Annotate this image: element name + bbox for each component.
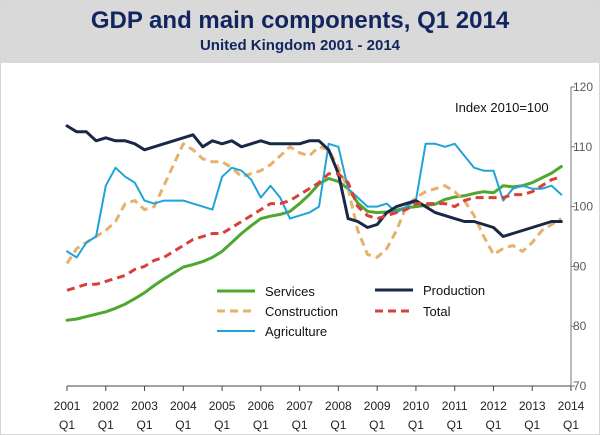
x-tick-label-year: 2013 xyxy=(519,399,546,413)
series-line-total xyxy=(66,172,562,292)
x-tick-label-quarter: Q1 xyxy=(98,418,114,432)
x-tick-label-year: 2001 xyxy=(54,399,81,413)
y-tick-label: 100 xyxy=(573,200,593,214)
legend-label-services: Services xyxy=(265,284,315,299)
x-tick-label-quarter: Q1 xyxy=(137,418,153,432)
index-annotation: Index 2010=100 xyxy=(455,100,549,115)
legend-label-agriculture: Agriculture xyxy=(265,324,327,339)
series-line-construction xyxy=(65,142,563,265)
x-tick-label-quarter: Q1 xyxy=(447,418,463,432)
x-tick-label-quarter: Q1 xyxy=(369,418,385,432)
legend-label-production: Production xyxy=(423,283,485,298)
x-tick-label-quarter: Q1 xyxy=(292,418,308,432)
legend-label-total: Total xyxy=(423,304,451,319)
x-tick-label-quarter: Q1 xyxy=(214,418,230,432)
x-tick-label-quarter: Q1 xyxy=(408,418,424,432)
x-tick-label-year: 2009 xyxy=(364,399,391,413)
x-tick-label-quarter: Q1 xyxy=(175,418,191,432)
x-tick-label-quarter: Q1 xyxy=(563,418,579,432)
x-tick-label-year: 2002 xyxy=(92,399,119,413)
x-tick-label-quarter: Q1 xyxy=(485,418,501,432)
series-lines xyxy=(65,124,563,322)
y-tick-label: 70 xyxy=(573,379,587,393)
y-tick-label: 110 xyxy=(573,140,592,154)
series-line-services xyxy=(65,165,563,322)
x-tick-label-year: 2011 xyxy=(442,399,468,413)
chart-title: GDP and main components, Q1 2014 xyxy=(90,7,510,34)
legend-label-construction: Construction xyxy=(265,304,338,319)
x-tick-label-year: 2007 xyxy=(286,399,313,413)
x-tick-label-year: 2008 xyxy=(325,399,352,413)
axes: 2001 Q1 2002 Q1 2003 Q1 2004 Q1 2005 Q1 2006 Q1 2007… xyxy=(54,80,594,432)
x-tick-label-year: 2003 xyxy=(131,399,158,413)
chart-subtitle: United Kingdom 2001 - 2014 xyxy=(199,37,401,54)
y-tick-label: 80 xyxy=(573,319,587,333)
x-tick-label-quarter: Q1 xyxy=(253,418,269,432)
x-tick-label-year: 2014 xyxy=(558,399,585,413)
x-tick-label-year: 2005 xyxy=(209,399,236,413)
x-tick-label-year: 2012 xyxy=(480,399,507,413)
legend: Services Construction Agriculture Productio… xyxy=(217,283,485,339)
x-tick-label-quarter: Q1 xyxy=(330,418,346,432)
x-tick-label-year: 2004 xyxy=(170,399,197,413)
series-line-agriculture xyxy=(66,142,563,259)
x-tick-label-quarter: Q1 xyxy=(59,418,75,432)
y-tick-label: 90 xyxy=(573,259,587,273)
x-tick-label-year: 2006 xyxy=(247,399,274,413)
title-banner: GDP and main components, Q1 2014 United … xyxy=(1,1,599,63)
x-tick-label-quarter: Q1 xyxy=(524,418,540,432)
series-line-production xyxy=(65,124,563,238)
y-tick-label: 120 xyxy=(573,80,593,94)
x-tick-label-year: 2010 xyxy=(403,399,430,413)
